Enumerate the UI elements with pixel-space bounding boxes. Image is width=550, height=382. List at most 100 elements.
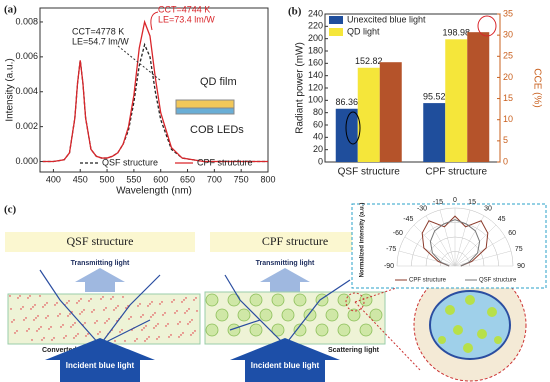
dot bbox=[167, 323, 169, 325]
dot bbox=[76, 302, 78, 304]
dot bbox=[9, 295, 11, 297]
incident-arrow bbox=[230, 338, 340, 382]
dot bbox=[110, 298, 112, 300]
dot bbox=[80, 298, 82, 300]
dot bbox=[152, 314, 154, 316]
particle bbox=[369, 308, 383, 322]
dot bbox=[56, 302, 58, 304]
polar-spoke bbox=[454, 209, 471, 267]
dot bbox=[178, 336, 180, 338]
legend-label: CPF structure bbox=[409, 278, 447, 284]
dot bbox=[51, 339, 53, 341]
dot bbox=[168, 336, 170, 338]
dot bbox=[190, 334, 192, 336]
angle-label: -75 bbox=[386, 246, 396, 253]
dot bbox=[103, 309, 105, 311]
incident-arrow bbox=[45, 338, 155, 382]
series-line bbox=[42, 19, 268, 163]
dot bbox=[164, 312, 166, 314]
polar-box bbox=[351, 203, 547, 289]
bar bbox=[467, 32, 490, 162]
dot bbox=[189, 321, 191, 323]
y-tick-label: 120 bbox=[308, 82, 323, 92]
particle bbox=[227, 323, 241, 337]
panel-c: (c) QSF structure Transmitting light Con… bbox=[4, 203, 547, 382]
y-tick-label: 40 bbox=[313, 132, 323, 142]
dot bbox=[70, 326, 72, 328]
particle bbox=[337, 323, 351, 337]
dot bbox=[137, 305, 139, 307]
particle bbox=[237, 308, 251, 322]
dot bbox=[84, 322, 86, 324]
annotation: QD film bbox=[200, 76, 237, 88]
polar-line bbox=[429, 219, 481, 267]
rays bbox=[39, 269, 161, 346]
dot bbox=[57, 315, 59, 317]
dot bbox=[90, 298, 92, 300]
dot bbox=[143, 327, 145, 329]
dot bbox=[170, 334, 172, 336]
dot bbox=[45, 317, 47, 319]
angle-label: -90 bbox=[384, 263, 394, 270]
annotation: CCT=4778 K bbox=[72, 26, 124, 36]
angle-label: -60 bbox=[393, 230, 403, 237]
dot bbox=[99, 331, 101, 333]
angle-label: 15 bbox=[468, 199, 476, 206]
polar-spoke bbox=[454, 215, 485, 267]
dot bbox=[36, 330, 38, 332]
polar-spoke bbox=[454, 236, 506, 267]
dot bbox=[192, 332, 194, 334]
dot bbox=[108, 318, 110, 320]
inset-film bbox=[175, 99, 235, 109]
dot bbox=[180, 334, 182, 336]
dot bbox=[154, 312, 156, 314]
angle-label: 45 bbox=[498, 216, 506, 223]
dot bbox=[105, 307, 107, 309]
dot bbox=[117, 305, 119, 307]
left-side-light: Converted light bbox=[42, 347, 94, 354]
y2-tick-label: 20 bbox=[503, 72, 513, 82]
panel-label: (c) bbox=[4, 204, 17, 216]
x-tick-label: 500 bbox=[100, 174, 115, 184]
dot bbox=[159, 303, 161, 305]
particle bbox=[315, 323, 329, 337]
dot bbox=[27, 297, 29, 299]
dot bbox=[48, 328, 50, 330]
value-label: 95.52 bbox=[423, 91, 446, 101]
dot bbox=[40, 326, 42, 328]
annotation-arrow bbox=[117, 45, 161, 81]
dot bbox=[130, 316, 132, 318]
dot bbox=[62, 324, 64, 326]
polar-spoke bbox=[398, 250, 456, 267]
middle-title: CPF structure bbox=[262, 234, 328, 248]
angle-label: 0 bbox=[453, 197, 457, 204]
dot bbox=[96, 320, 98, 322]
particle bbox=[259, 308, 273, 322]
dot bbox=[177, 323, 179, 325]
y-tick-label: 0.006 bbox=[15, 51, 38, 61]
particle bbox=[325, 308, 339, 322]
dot bbox=[42, 306, 44, 308]
particle bbox=[293, 323, 307, 337]
angle-label: 75 bbox=[515, 246, 523, 253]
dot bbox=[140, 316, 142, 318]
polar-spoke bbox=[454, 250, 512, 267]
legend-label: QSF structure bbox=[479, 278, 517, 284]
panel-label: (a) bbox=[4, 4, 17, 16]
x-tick-label: 400 bbox=[46, 174, 61, 184]
y2-tick-label: 0 bbox=[503, 156, 508, 166]
dot bbox=[179, 321, 181, 323]
dot bbox=[191, 319, 193, 321]
dot bbox=[30, 308, 32, 310]
particle bbox=[293, 293, 307, 307]
particle bbox=[271, 293, 285, 307]
dot bbox=[156, 338, 158, 340]
dot bbox=[187, 323, 189, 325]
dot bbox=[115, 307, 117, 309]
dot bbox=[128, 318, 130, 320]
particle bbox=[227, 293, 241, 307]
dot bbox=[26, 330, 28, 332]
particle bbox=[303, 308, 317, 322]
x-tick-label: 700 bbox=[207, 174, 222, 184]
